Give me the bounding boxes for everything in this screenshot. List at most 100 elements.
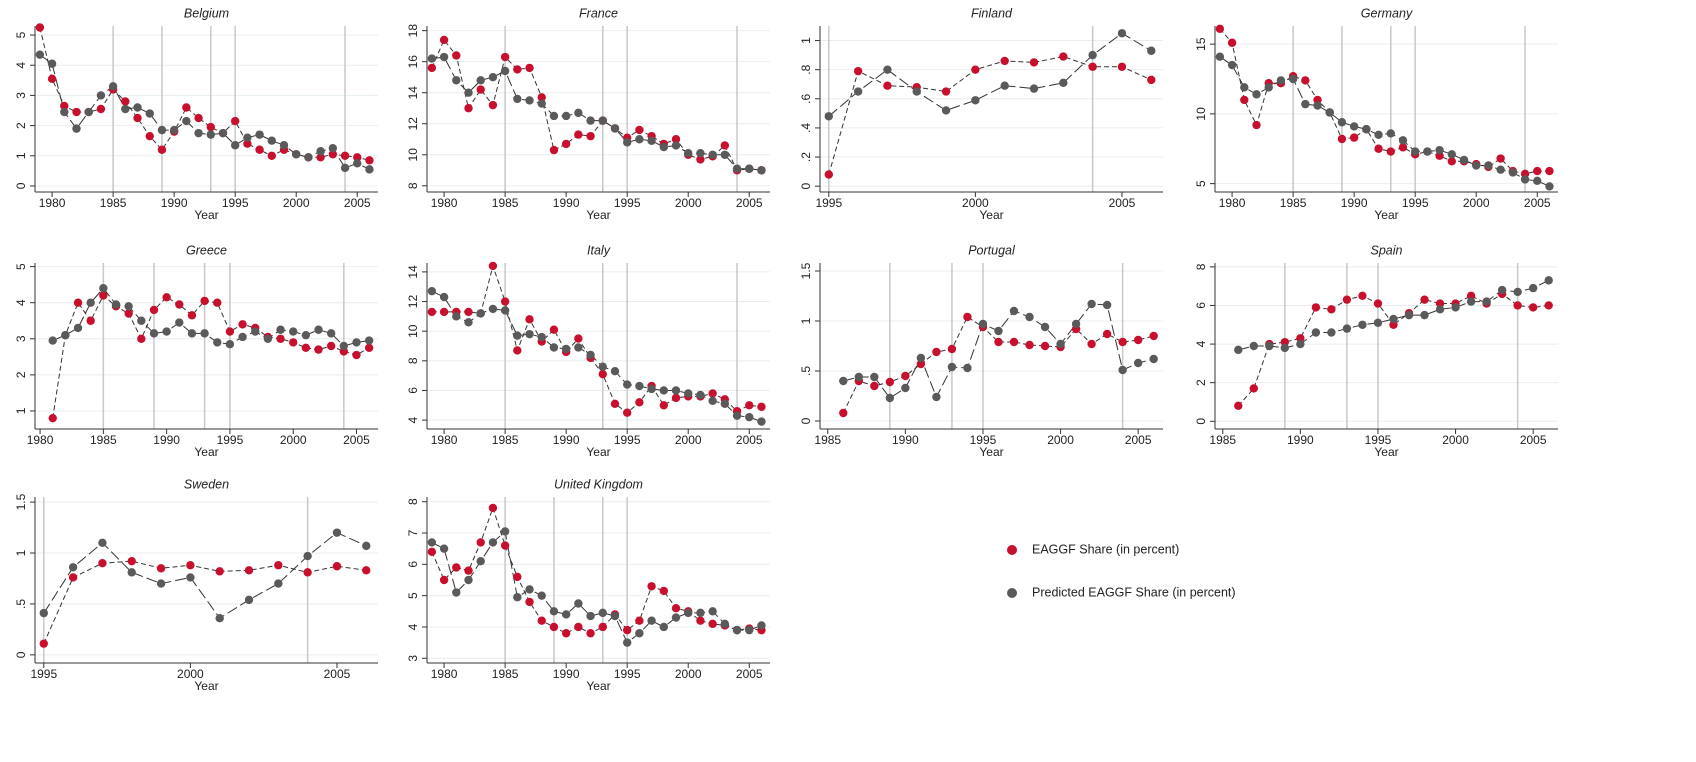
data-point — [549, 607, 559, 616]
data-point — [316, 153, 325, 162]
data-point — [1451, 303, 1460, 312]
x-tick-label: 1990 — [892, 433, 919, 447]
data-point — [1000, 81, 1009, 90]
data-point — [68, 563, 78, 572]
data-point — [352, 350, 361, 360]
data-point — [200, 329, 209, 338]
x-tick-label: 1995 — [1365, 433, 1392, 447]
x-axis-label: Year — [194, 445, 218, 459]
data-point — [464, 104, 473, 113]
panel: Belgium 0 1 2 3 4 5 1980 1985 1990 1995 2000 2005 Yea… — [14, 6, 378, 222]
panel-title: Spain — [1371, 243, 1403, 257]
series-line — [1238, 279, 1549, 351]
panel: Germany 5 10 15 1980 1985 1990 1995 2000 2005 Year — [1194, 6, 1558, 222]
x-tick-label: 2000 — [1047, 433, 1074, 447]
y-tick-label: 0 — [1194, 418, 1208, 425]
data-point — [549, 622, 559, 632]
data-point — [500, 541, 510, 550]
data-point — [971, 65, 980, 74]
data-point — [476, 309, 485, 318]
data-point — [35, 50, 45, 59]
data-point — [1435, 305, 1445, 314]
data-point — [1337, 118, 1347, 127]
data-point — [1133, 335, 1143, 345]
data-point — [213, 338, 222, 347]
data-point — [452, 51, 461, 60]
x-tick-label: 1980 — [1219, 196, 1246, 210]
data-point — [916, 359, 926, 369]
data-point — [1227, 38, 1237, 47]
data-point — [72, 124, 81, 133]
legend-label: EAGGF Share (in percent) — [1032, 542, 1179, 556]
x-tick-label: 1985 — [100, 196, 127, 210]
data-point — [883, 81, 892, 90]
data-point — [513, 65, 522, 74]
data-point — [1087, 299, 1096, 309]
data-point — [1059, 52, 1068, 61]
x-tick-label: 2005 — [324, 667, 351, 681]
y-tick-label: 18 — [406, 24, 420, 38]
data-point — [1059, 78, 1068, 87]
data-point — [684, 149, 693, 158]
data-point — [647, 616, 656, 625]
data-point — [1496, 165, 1505, 174]
data-point — [352, 338, 361, 347]
y-tick-label: 3 — [14, 335, 28, 342]
y-tick-label: 4 — [1194, 340, 1208, 347]
y-tick-label: 2 — [14, 371, 28, 378]
x-axis-label: Year — [586, 208, 610, 222]
data-point — [684, 389, 693, 398]
data-point — [732, 411, 742, 420]
data-point — [525, 597, 534, 607]
data-point — [96, 91, 106, 100]
data-point — [187, 329, 197, 338]
data-point — [124, 309, 133, 318]
y-tick-label: 5 — [14, 31, 28, 38]
data-point — [745, 625, 754, 635]
series-line — [431, 38, 762, 171]
data-point — [1301, 99, 1310, 109]
data-point — [61, 330, 70, 340]
data-point — [1389, 320, 1398, 329]
data-point — [574, 622, 583, 632]
data-point — [757, 417, 766, 426]
data-point — [162, 327, 171, 336]
y-tick-label: 4 — [406, 623, 420, 630]
data-point — [1358, 320, 1367, 329]
x-tick-label: 1990 — [553, 196, 580, 210]
data-point — [757, 621, 766, 630]
data-point — [598, 116, 607, 125]
data-point — [1435, 145, 1444, 155]
data-point — [978, 319, 988, 329]
data-point — [427, 286, 437, 296]
data-point — [720, 619, 730, 629]
data-point — [1147, 75, 1156, 85]
data-point — [757, 402, 766, 411]
data-point — [476, 85, 485, 94]
data-point — [464, 307, 473, 317]
x-tick-label: 1990 — [553, 667, 580, 681]
panel-title: France — [579, 6, 618, 20]
data-point — [708, 396, 717, 406]
data-point — [963, 312, 972, 322]
data-point — [1029, 84, 1039, 93]
panel: Sweden 0 .5 1 1.5 1995 2000 2005 Year — [14, 477, 378, 693]
data-point — [1313, 101, 1322, 110]
data-point — [175, 300, 184, 309]
data-point — [932, 347, 941, 357]
y-tick-label: 6 — [406, 387, 420, 394]
data-point — [267, 136, 277, 145]
data-point — [225, 339, 235, 349]
legend-label: Predicted EAGGF Share (in percent) — [1032, 585, 1236, 599]
legend-marker — [1007, 588, 1017, 598]
data-point — [901, 383, 910, 393]
data-point — [476, 76, 485, 85]
data-point — [292, 150, 301, 159]
data-point — [1296, 339, 1305, 349]
data-point — [963, 363, 972, 373]
series-line — [828, 56, 1152, 175]
data-point — [303, 551, 312, 561]
data-point — [98, 538, 107, 548]
data-point — [1234, 345, 1243, 355]
x-tick-label: 1990 — [161, 196, 188, 210]
